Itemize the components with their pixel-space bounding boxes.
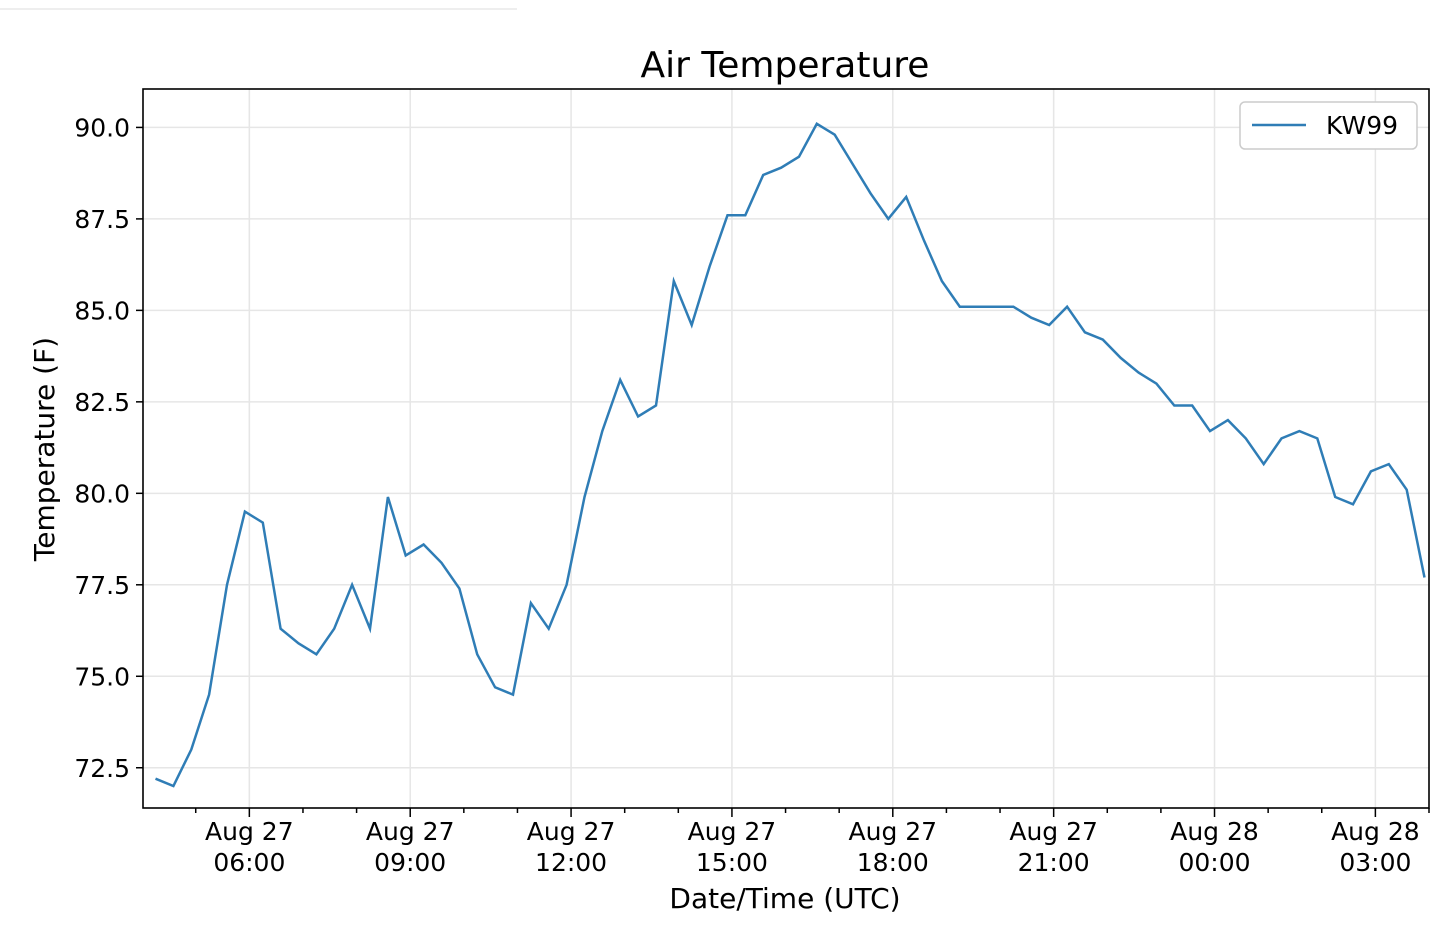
legend: KW99 [1239,101,1418,150]
y-tick-label: 75.0 [74,662,130,691]
y-axis-label: Temperature (F) [28,337,61,562]
x-tick-label-time: 21:00 [1018,848,1090,877]
x-tick-label-date: Aug 28 [1331,817,1420,846]
x-tick-label-time: 00:00 [1178,848,1250,877]
series-line-KW99 [155,122,1426,788]
x-tick-label-date: Aug 27 [205,817,294,846]
series-layer [155,122,1426,788]
y-tick-label: 90.0 [74,113,130,142]
x-tick-label-date: Aug 27 [1009,817,1098,846]
grid [143,89,1429,808]
x-tick-label-time: 18:00 [857,848,929,877]
x-tick-label-time: 15:00 [696,848,768,877]
legend-box [1239,101,1418,150]
y-tick-label: 72.5 [74,754,130,783]
y-tick-label: 77.5 [74,571,130,600]
x-axis-label: Date/Time (UTC) [669,882,900,915]
y-axis: 72.5 75.0 77.5 80.0 82.5 85.0 87.5 90.0 [74,113,143,783]
x-tick-label-date: Aug 28 [1170,817,1259,846]
plot-frame [142,88,1430,809]
x-tick-label-time: 06:00 [213,848,285,877]
x-tick-label-time: 12:00 [535,848,607,877]
x-tick-label-date: Aug 27 [366,817,455,846]
y-tick-label: 87.5 [74,205,130,234]
legend-label: KW99 [1326,111,1398,140]
x-tick-label-date: Aug 27 [688,817,777,846]
chart-title: Air Temperature [641,45,930,86]
x-tick-label-time: 09:00 [374,848,446,877]
x-tick-label-time: 03:00 [1339,848,1411,877]
y-tick-label: 85.0 [74,296,130,325]
x-tick-label-date: Aug 27 [527,817,616,846]
y-tick-label: 82.5 [74,388,130,417]
x-tick-label-date: Aug 27 [849,817,938,846]
y-tick-label: 80.0 [74,479,130,508]
